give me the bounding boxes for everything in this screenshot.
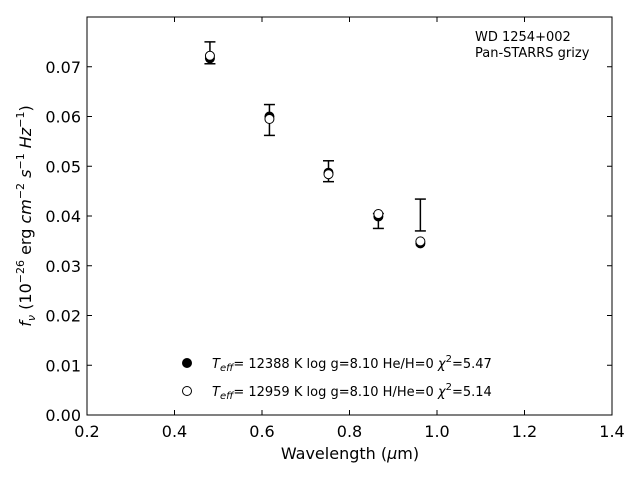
x-axis: 0.2 0.4 0.6 0.8 1.0 1.2 1.4 bbox=[74, 17, 625, 441]
legend-marker-open bbox=[182, 386, 192, 396]
y-tick-label: 0.04 bbox=[45, 207, 81, 226]
legend-label-open: Teff= 12959 K log g=8.10 H/He=0 χ2=5.14 bbox=[212, 382, 492, 402]
y-tick-label: 0.02 bbox=[45, 307, 81, 326]
x-tick-label: 1.2 bbox=[512, 422, 537, 441]
y-tick-label: 0.07 bbox=[45, 58, 81, 77]
legend: Teff= 12388 K log g=8.10 He/H=0 χ2=5.47 … bbox=[182, 354, 492, 402]
open-model-point bbox=[204, 50, 215, 61]
x-axis-label: Wavelength (μm) bbox=[281, 444, 419, 463]
open-model-point bbox=[323, 169, 334, 180]
y-tick-label: 0.01 bbox=[45, 356, 81, 375]
x-tick-label: 1.4 bbox=[599, 422, 624, 441]
x-tick-label: 0.4 bbox=[162, 422, 187, 441]
x-tick-label: 1.0 bbox=[424, 422, 449, 441]
legend-marker-filled bbox=[182, 358, 192, 368]
y-tick-label: 0.03 bbox=[45, 257, 81, 276]
annotation-photometry: Pan-STARRS grizy bbox=[475, 46, 590, 61]
data-points bbox=[204, 50, 426, 249]
y-tick-label: 0.00 bbox=[45, 406, 81, 425]
open-model-point bbox=[264, 113, 275, 124]
y-axis: 0.00 0.01 0.02 0.03 0.04 0.05 0.06 0.07 bbox=[45, 58, 612, 425]
x-tick-label: 0.8 bbox=[337, 422, 362, 441]
y-tick-label: 0.06 bbox=[45, 108, 81, 127]
annotation-object-name: WD 1254+002 bbox=[475, 30, 571, 45]
open-model-point bbox=[415, 236, 426, 247]
error-bars bbox=[204, 41, 426, 232]
x-tick-label: 0.2 bbox=[74, 422, 99, 441]
legend-label-filled: Teff= 12388 K log g=8.10 He/H=0 χ2=5.47 bbox=[212, 354, 492, 374]
open-model-point bbox=[373, 209, 384, 220]
y-tick-label: 0.05 bbox=[45, 157, 81, 176]
plot-frame bbox=[86, 16, 613, 416]
x-tick-label: 0.6 bbox=[249, 422, 274, 441]
y-axis-label: fν (10−26 erg cm−2 s−1 Hz−1) bbox=[14, 105, 38, 326]
